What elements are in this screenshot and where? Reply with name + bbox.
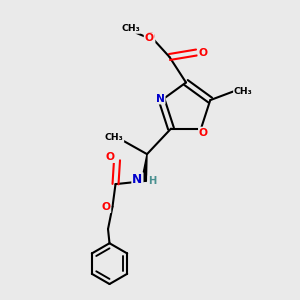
Text: O: O	[101, 202, 110, 212]
Text: O: O	[146, 32, 154, 43]
Text: O: O	[199, 47, 208, 58]
Text: H: H	[148, 176, 157, 186]
Text: N: N	[156, 94, 165, 103]
Text: CH₃: CH₃	[234, 87, 253, 96]
Text: O: O	[145, 33, 154, 43]
Text: O: O	[124, 26, 132, 35]
Text: CH₃: CH₃	[121, 24, 140, 33]
Text: O: O	[106, 152, 115, 162]
Polygon shape	[142, 154, 147, 182]
Text: O: O	[199, 47, 208, 58]
Text: O: O	[199, 128, 208, 137]
Text: CH₃: CH₃	[105, 133, 123, 142]
Text: N: N	[132, 173, 142, 186]
